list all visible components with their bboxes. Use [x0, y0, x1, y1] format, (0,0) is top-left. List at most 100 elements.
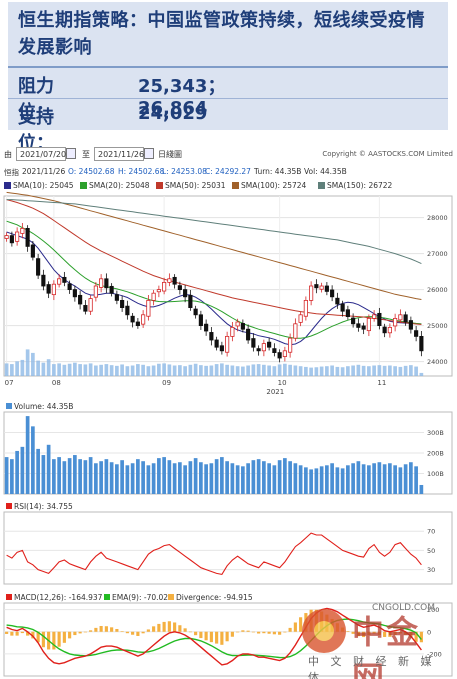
price-volume-bar — [293, 365, 298, 376]
candle-body — [293, 323, 298, 339]
rsi-tick-label-2: 70 — [427, 528, 435, 536]
volume-tick-label-2: 300B — [427, 429, 444, 437]
price-volume-bar — [314, 367, 319, 376]
price-volume-bar — [25, 349, 30, 376]
volume-bar — [25, 416, 30, 494]
chart-toolbar: 由 2021/07/20 至 2021/11/26 日綫圖 Copyright … — [0, 146, 457, 164]
candle-body — [382, 326, 387, 334]
divergence-bar — [110, 627, 114, 632]
divergence-bar — [47, 631, 51, 650]
candle-body — [188, 294, 193, 308]
price-volume-bar — [62, 364, 67, 376]
price-volume-bar — [36, 360, 40, 376]
interval-select[interactable]: 日綫圖 — [158, 150, 182, 159]
volume-bar — [330, 463, 334, 494]
divergence-bar — [173, 622, 177, 632]
divergence-bar — [115, 628, 119, 632]
candle-body — [340, 303, 345, 312]
volume-bar — [141, 461, 145, 494]
sma-line-sma150 — [6, 199, 422, 265]
volume-bar — [388, 463, 392, 494]
x-tick-label-3: 10 — [278, 379, 287, 387]
volume-bar — [83, 460, 88, 494]
volume-bar — [99, 461, 103, 494]
from-date-input[interactable]: 2021/07/20 — [16, 147, 66, 161]
rsi-tick-label-0: 30 — [427, 566, 435, 574]
candle-body — [51, 283, 56, 296]
candle-body — [141, 314, 146, 325]
candle-body — [125, 305, 130, 316]
candle-body — [20, 227, 25, 234]
volume-bar — [162, 457, 166, 494]
price-volume-bar — [31, 352, 35, 376]
candle-body — [298, 314, 303, 323]
volume-bar — [251, 460, 256, 494]
rsi-legend-swatch — [6, 503, 12, 509]
volume-bar — [109, 462, 114, 494]
volume-bar — [351, 463, 355, 494]
price-volume-bar — [309, 367, 313, 376]
resistance-label: 阻力位： — [18, 76, 54, 123]
candle-body — [387, 326, 392, 334]
candle-body — [99, 278, 104, 288]
ohlc-low: L: 24253.08 — [162, 167, 207, 176]
price-volume-bar — [178, 365, 182, 376]
to-calendar-icon[interactable] — [144, 148, 154, 159]
divergence-bar — [157, 623, 161, 632]
divergence-bar — [194, 631, 198, 636]
candle-body — [62, 276, 67, 283]
to-date-input[interactable]: 2021/11/26 — [94, 147, 144, 161]
volume-bar — [220, 457, 224, 494]
volume-bar — [104, 459, 109, 494]
volume-bar — [214, 459, 219, 494]
resistance-value: 25,343；26,864 — [138, 76, 226, 119]
sma50-swatch — [156, 182, 163, 189]
volume-bar — [62, 461, 67, 494]
price-volume-bar — [183, 366, 187, 376]
volume-bar — [403, 464, 408, 494]
price-volume-bar — [146, 366, 151, 376]
from-calendar-icon[interactable] — [66, 148, 76, 159]
candle-body — [256, 348, 261, 352]
volume-bar — [67, 458, 72, 494]
divergence-bar — [73, 631, 77, 636]
volume-bar — [393, 465, 397, 494]
candle-body — [46, 284, 51, 294]
volume-bar — [31, 426, 35, 494]
price-volume-bar — [73, 362, 77, 376]
volume-bar — [78, 459, 82, 494]
volume-bar — [4, 457, 9, 494]
divergence-bar — [131, 631, 135, 635]
legend-sma150: SMA(150): 26722 — [318, 181, 392, 190]
candle-body — [198, 314, 203, 326]
divergence-bar — [94, 627, 98, 632]
candle-body — [93, 285, 98, 298]
candle-body — [30, 244, 35, 258]
volume-bar — [115, 464, 119, 494]
volume-bar — [151, 463, 156, 494]
x-tick-label-0: 07 — [5, 379, 14, 387]
legend-sma20-label: SMA(20): 25048 — [89, 181, 150, 190]
divergence-bar — [272, 631, 276, 635]
volume-bar — [293, 463, 298, 494]
candle-body — [319, 285, 324, 290]
sma-line-sma20 — [6, 220, 422, 339]
candle-body — [330, 289, 335, 298]
candle-body — [324, 285, 329, 292]
candle-body — [219, 345, 224, 352]
candle-body — [414, 330, 419, 337]
divergence-bar — [57, 631, 61, 647]
volume-bar — [10, 459, 14, 494]
candle-body — [57, 278, 62, 285]
volume-bar — [209, 463, 214, 494]
volume-bar — [246, 463, 250, 494]
price-tick-label-4: 28000 — [427, 214, 448, 222]
divergence-bar — [152, 626, 156, 632]
to-label: 至 — [82, 150, 90, 159]
candle-body — [314, 284, 319, 289]
sma20-swatch — [80, 182, 87, 189]
macd-title: MACD(12,26): -164.937 — [14, 593, 103, 602]
ema-legend-swatch — [104, 594, 110, 600]
price-volume-bar — [388, 365, 392, 376]
volume-bar — [15, 450, 19, 494]
